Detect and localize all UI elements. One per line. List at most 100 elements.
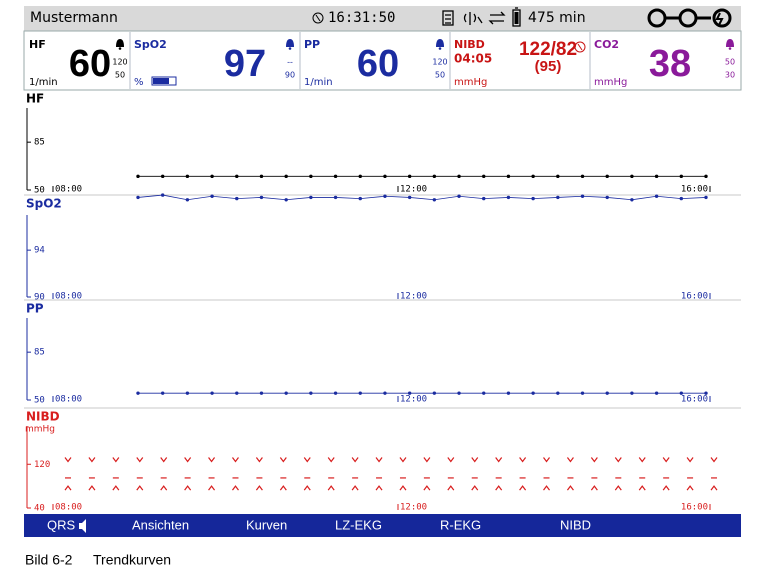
trend-point bbox=[457, 391, 461, 395]
trend-point bbox=[136, 391, 140, 395]
trend-point bbox=[531, 174, 535, 179]
x-tick-label: 16:00 bbox=[681, 292, 708, 302]
nibd-marker bbox=[471, 485, 479, 491]
trend-label: PP bbox=[26, 302, 44, 316]
nibd-marker bbox=[399, 457, 407, 463]
trend-point bbox=[482, 174, 486, 179]
trend-point bbox=[580, 391, 585, 395]
trend-point bbox=[704, 195, 708, 200]
nibd-marker bbox=[64, 485, 72, 491]
trend-label: NIBD bbox=[26, 410, 60, 424]
parameter-unit: 1/min bbox=[304, 77, 333, 88]
x-tick-label: 16:00 bbox=[681, 185, 708, 195]
trend-point bbox=[333, 195, 338, 200]
menu-button[interactable]: Ansichten bbox=[132, 517, 189, 532]
nibd-marker bbox=[232, 457, 239, 463]
trend-point bbox=[482, 391, 486, 395]
nibd-marker bbox=[303, 485, 311, 491]
alarm-low: 90 bbox=[285, 71, 295, 80]
trend-point bbox=[407, 391, 412, 395]
trend-point bbox=[630, 391, 634, 395]
trend-point bbox=[235, 174, 239, 179]
nibd-marker bbox=[447, 485, 455, 491]
parameter-unit: mmHg bbox=[454, 77, 487, 88]
nibd-marker bbox=[160, 457, 168, 463]
alarm-low: 30 bbox=[725, 71, 735, 80]
x-tick-label: 12:00 bbox=[400, 292, 427, 302]
trend-point bbox=[309, 174, 313, 179]
trend-point bbox=[210, 194, 214, 198]
nibd-marker bbox=[351, 485, 359, 491]
alarm-bell bbox=[726, 39, 734, 47]
parameter-value: 60 bbox=[357, 43, 399, 85]
trend-label: HF bbox=[26, 92, 44, 106]
alarm-high: 120 bbox=[432, 58, 447, 67]
alarm-bell-clapper bbox=[118, 47, 122, 50]
trend-point bbox=[654, 391, 659, 395]
trend-point bbox=[284, 174, 288, 179]
trend-label: SpO2 bbox=[26, 197, 62, 211]
nibd-marker bbox=[208, 457, 216, 463]
trend-point bbox=[210, 391, 214, 395]
alarm-bell-clapper bbox=[728, 47, 732, 50]
nibd-marker bbox=[279, 457, 287, 463]
nibd-marker bbox=[351, 457, 359, 463]
trend-point bbox=[704, 391, 708, 395]
parameter-label: NIBD bbox=[454, 38, 485, 51]
trend-point bbox=[185, 174, 190, 179]
menu-button[interactable]: Kurven bbox=[246, 517, 287, 532]
nibd-marker bbox=[614, 457, 622, 463]
parameter-label: CO2 bbox=[594, 38, 619, 51]
nibd-marker bbox=[375, 457, 383, 463]
alarm-high: 120 bbox=[112, 58, 127, 67]
nibd-marker bbox=[614, 485, 622, 491]
trend-point bbox=[235, 196, 239, 201]
alarm-bell-clapper bbox=[438, 47, 442, 50]
trend-point bbox=[309, 391, 313, 395]
trend-point bbox=[556, 391, 560, 395]
parameter-unit: mmHg bbox=[594, 77, 627, 88]
alarm-high: 50 bbox=[725, 58, 735, 67]
nibd-marker bbox=[136, 457, 144, 463]
trend-point bbox=[383, 174, 387, 179]
nibd-marker bbox=[447, 457, 455, 463]
alarm-low: 50 bbox=[115, 71, 125, 80]
menu-button[interactable]: NIBD bbox=[560, 517, 591, 532]
measure-clock-hand bbox=[577, 43, 583, 51]
alarm-bell bbox=[286, 39, 294, 47]
menu-button[interactable]: LZ-EKG bbox=[335, 517, 382, 532]
signal-bar-fill bbox=[153, 78, 169, 84]
x-tick-label: 12:00 bbox=[400, 503, 427, 513]
menu-bar bbox=[24, 514, 741, 537]
nibd-marker bbox=[495, 457, 503, 463]
caption-title: Trendkurven bbox=[93, 552, 171, 568]
trend-point bbox=[556, 195, 560, 200]
nibd-marker bbox=[64, 457, 72, 463]
nibd-marker bbox=[232, 485, 239, 491]
trend-point bbox=[605, 391, 609, 395]
trend-line bbox=[137, 194, 707, 201]
nibd-marker bbox=[184, 457, 192, 463]
nibd-marker bbox=[327, 485, 335, 491]
parameter-label: PP bbox=[304, 38, 320, 51]
y-tick-label: 94 bbox=[34, 246, 45, 256]
parameter-label: SpO2 bbox=[134, 38, 167, 51]
nibd-marker bbox=[710, 485, 718, 491]
menu-button[interactable]: R-EKG bbox=[440, 517, 481, 532]
trend-point bbox=[704, 174, 708, 179]
trend-point bbox=[580, 194, 585, 198]
parameter-unit: % bbox=[134, 77, 144, 88]
nibd-marker bbox=[160, 485, 168, 491]
trend-point bbox=[333, 174, 338, 179]
patient-name: Mustermann bbox=[30, 10, 118, 26]
menu-button[interactable]: QRS bbox=[47, 517, 76, 532]
trend-point bbox=[185, 198, 190, 202]
trend-point bbox=[432, 391, 437, 395]
connection-icons bbox=[647, 8, 732, 28]
speaker-icon bbox=[79, 519, 86, 533]
trend-point bbox=[407, 174, 412, 179]
trend-point bbox=[679, 391, 684, 395]
trend-point bbox=[358, 174, 362, 179]
trend-point bbox=[235, 391, 239, 395]
clock-time: 16:31:50 bbox=[328, 10, 395, 26]
